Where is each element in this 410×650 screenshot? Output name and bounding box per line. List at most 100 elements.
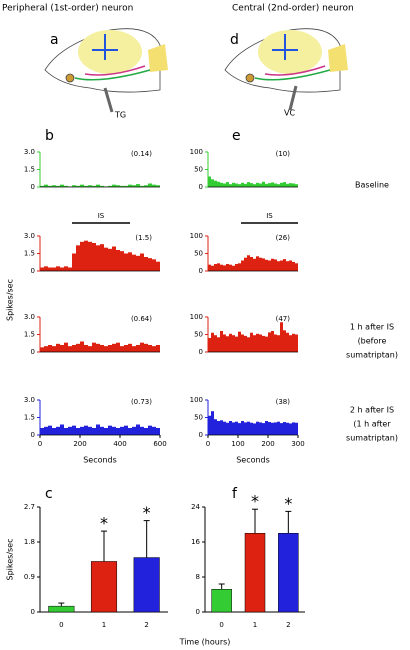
annotation: (1.5): [135, 234, 152, 242]
histogram-bar: [283, 259, 286, 271]
histogram-bar: [128, 343, 132, 352]
histogram-bar: [256, 256, 259, 271]
histogram-bar: [286, 332, 289, 352]
histogram-bar: [136, 255, 140, 271]
histogram-bar: [253, 335, 256, 352]
histogram-bar: [116, 428, 120, 435]
histogram-bar: [108, 345, 112, 352]
histogram-bar: [136, 345, 140, 352]
y-tick-label: 0: [199, 348, 203, 356]
histogram-bar: [232, 422, 235, 435]
histogram-bar: [80, 241, 84, 271]
histogram-bar: [76, 343, 80, 352]
histogram-bar: [64, 266, 68, 271]
x-tick-label: 100: [231, 440, 244, 448]
histogram-bar: [283, 422, 286, 435]
histogram-bar: [295, 334, 298, 352]
histogram-bar: [226, 264, 229, 271]
histogram-bar: [289, 260, 292, 271]
histogram-bar: [295, 263, 298, 271]
x-tick-label: 300: [291, 440, 304, 448]
histogram-bar: [208, 176, 211, 187]
histogram-bar: [156, 428, 160, 435]
histogram-bar: [223, 183, 226, 187]
condition-label: 2 h after IS: [350, 406, 394, 415]
histogram-bar: [76, 185, 80, 187]
histogram-bar: [64, 342, 68, 352]
histogram-bar: [44, 346, 48, 352]
histogram-bar: [112, 426, 116, 435]
histogram-bar: [72, 253, 76, 271]
drawing-label: VC: [284, 109, 295, 118]
condition-label: Baseline: [355, 181, 389, 190]
histogram-bar: [235, 336, 238, 352]
histogram-bar: [217, 181, 220, 187]
histogram-bar: [214, 180, 217, 187]
histogram-bar: [76, 428, 80, 435]
histogram-bar: [277, 184, 280, 187]
y-tick-label: 1.5: [24, 414, 35, 422]
histogram-bar: [104, 247, 108, 271]
y-tick-label: 0: [31, 608, 35, 616]
histogram-bar: [40, 347, 44, 352]
histogram-bar: [259, 183, 262, 187]
histogram-bar: [214, 264, 217, 271]
histogram-bar: [72, 185, 76, 187]
histogram-bar: [250, 183, 253, 187]
y-tick-label: 0: [31, 348, 35, 356]
histogram-bar: [235, 183, 238, 187]
panel-label: d: [230, 32, 239, 48]
histogram-bar: [56, 266, 60, 271]
histogram-bar: [238, 184, 241, 187]
histogram-bar: [48, 345, 52, 352]
histogram-bar: [238, 423, 241, 435]
histogram-bar: [211, 179, 214, 187]
histogram-bar: [265, 259, 268, 271]
histogram-bar: [124, 425, 128, 435]
y-tick-label: 100: [190, 396, 203, 404]
y-tick-label: 2.7: [24, 503, 35, 511]
histogram-bar: [286, 183, 289, 187]
bar: [244, 533, 266, 613]
histogram-bar: [44, 184, 48, 187]
y-tick-label: 50: [194, 166, 203, 174]
interval-label: IS: [98, 212, 105, 220]
annotation: (0.14): [131, 150, 152, 158]
histogram-bar: [112, 343, 116, 352]
histogram-bar: [268, 183, 271, 187]
bar: [211, 589, 232, 613]
histogram-bar: [92, 342, 96, 352]
histogram-bar: [60, 345, 64, 352]
histogram-bar: [268, 422, 271, 435]
x-tick-label: 200: [261, 440, 274, 448]
histogram-bar: [140, 426, 144, 435]
y-tick-label: 3.0: [24, 313, 35, 321]
histogram-bar: [104, 428, 108, 435]
histogram-bar: [124, 253, 128, 271]
significance-label: *: [143, 503, 151, 522]
histogram-bar: [280, 260, 283, 271]
histogram-bar: [223, 421, 226, 435]
histogram-bar: [76, 245, 80, 271]
histogram-bar: [253, 423, 256, 435]
x-axis-label: Seconds: [236, 456, 270, 465]
y-tick-label: 0: [199, 267, 203, 275]
histogram-bar: [295, 422, 298, 435]
histogram-bar: [226, 336, 229, 352]
histogram-bar: [128, 184, 132, 187]
y-tick-label: 100: [190, 148, 203, 156]
histogram-bar: [256, 182, 259, 187]
histogram-bar: [116, 185, 120, 187]
y-tick-label: 1.8: [24, 538, 35, 546]
histogram-bar: [108, 425, 112, 435]
y-tick-label: 1.5: [24, 331, 35, 339]
histogram-bar: [52, 267, 56, 271]
histogram-bar: [144, 185, 148, 187]
x-tick-label: 200: [73, 440, 86, 448]
histogram-bar: [56, 185, 60, 187]
histogram-bar: [96, 184, 100, 187]
histogram-bar: [100, 345, 104, 352]
histogram-bar: [148, 345, 152, 352]
rat-head-drawing: [44, 28, 348, 113]
